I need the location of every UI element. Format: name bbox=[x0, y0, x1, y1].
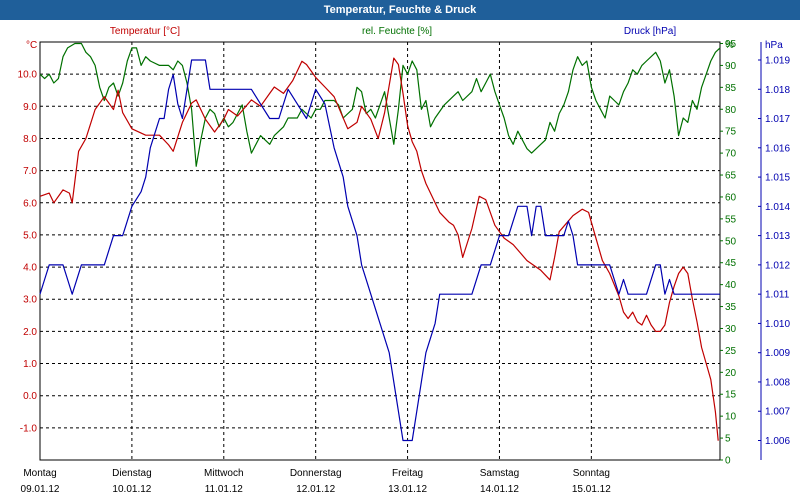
date-tick-label: 15.01.12 bbox=[572, 484, 611, 495]
pres-tick-label: 1.009 bbox=[765, 348, 790, 359]
hum-tick-label: 50 bbox=[725, 236, 737, 247]
temp-tick-label: 1.0 bbox=[23, 359, 37, 370]
day-tick-label: Dienstag bbox=[112, 468, 151, 479]
day-tick-label: Freitag bbox=[392, 468, 423, 479]
pres-tick-label: 1.007 bbox=[765, 407, 790, 418]
hum-tick-label: 75 bbox=[725, 127, 737, 138]
series-title-humidity: rel. Feuchte [%] bbox=[362, 26, 432, 37]
hum-tick-label: 95 bbox=[725, 39, 737, 50]
date-tick-label: 13.01.12 bbox=[388, 484, 427, 495]
chart-title-bar: Temperatur, Feuchte & Druck bbox=[0, 0, 800, 20]
pres-tick-label: 1.016 bbox=[765, 143, 790, 154]
chart-title: Temperatur, Feuchte & Druck bbox=[323, 4, 477, 16]
day-tick-label: Mittwoch bbox=[204, 468, 243, 479]
day-tick-label: Samstag bbox=[480, 468, 519, 479]
hum-tick-label: 55 bbox=[725, 214, 737, 225]
pres-tick-label: 1.008 bbox=[765, 377, 790, 388]
hum-tick-label: 10 bbox=[725, 412, 737, 423]
hum-tick-label: 0 bbox=[725, 456, 731, 467]
pres-tick-label: 1.010 bbox=[765, 319, 790, 330]
temp-tick-label: 9.0 bbox=[23, 102, 37, 113]
temp-tick-label: -1.0 bbox=[20, 423, 38, 434]
day-tick-label: Sonntag bbox=[573, 468, 610, 479]
pres-tick-label: 1.017 bbox=[765, 114, 790, 125]
day-tick-label: Donnerstag bbox=[290, 468, 342, 479]
hum-tick-label: 65 bbox=[725, 171, 737, 182]
date-tick-label: 09.01.12 bbox=[21, 484, 60, 495]
hum-tick-label: 45 bbox=[725, 258, 737, 269]
pres-unit-label: hPa bbox=[765, 40, 783, 51]
hum-unit-label: % bbox=[725, 40, 734, 51]
temp-tick-label: 7.0 bbox=[23, 166, 37, 177]
temp-tick-label: 6.0 bbox=[23, 198, 37, 209]
day-tick-label: Montag bbox=[23, 468, 56, 479]
hum-tick-label: 85 bbox=[725, 83, 737, 94]
temp-tick-label: 3.0 bbox=[23, 295, 37, 306]
pres-tick-label: 1.015 bbox=[765, 173, 790, 184]
hum-tick-label: 40 bbox=[725, 280, 737, 291]
hum-tick-label: 90 bbox=[725, 61, 737, 72]
hum-tick-label: 25 bbox=[725, 346, 737, 357]
hum-tick-label: 70 bbox=[725, 149, 737, 160]
series-line-temperature bbox=[39, 57, 719, 441]
pres-tick-label: 1.019 bbox=[765, 56, 790, 67]
pres-tick-label: 1.011 bbox=[765, 290, 790, 301]
temp-tick-label: 8.0 bbox=[23, 134, 37, 145]
temp-unit-label: °C bbox=[26, 40, 37, 51]
hum-tick-label: 60 bbox=[725, 192, 737, 203]
pres-tick-label: 1.014 bbox=[765, 202, 790, 213]
date-tick-label: 10.01.12 bbox=[112, 484, 151, 495]
pres-tick-label: 1.012 bbox=[765, 260, 790, 271]
pres-tick-label: 1.018 bbox=[765, 85, 790, 96]
hum-tick-label: 15 bbox=[725, 390, 737, 401]
date-tick-label: 12.01.12 bbox=[296, 484, 335, 495]
hum-tick-label: 20 bbox=[725, 368, 737, 379]
temp-tick-label: 4.0 bbox=[23, 263, 37, 274]
temp-tick-label: 0.0 bbox=[23, 391, 37, 402]
series-title-pressure: Druck [hPa] bbox=[624, 26, 676, 37]
axes: -1.0 0.0 1.0 2.0 3.0 4.0 5.0 6.0 7.0 8.0 9.0 10.0 Mo… bbox=[18, 39, 791, 495]
series-lines bbox=[39, 42, 721, 442]
pres-tick-label: 1.006 bbox=[765, 436, 790, 447]
pres-tick-label: 1.013 bbox=[765, 231, 790, 242]
hum-tick-label: 80 bbox=[725, 105, 737, 116]
series-title-temperature: Temperatur [°C] bbox=[110, 26, 180, 37]
temp-tick-label: 5.0 bbox=[23, 230, 37, 241]
weather-chart: -1.0 0.0 1.0 2.0 3.0 4.0 5.0 6.0 7.0 8.0 9.0 10.0 Mo… bbox=[18, 26, 791, 495]
temp-tick-label: 10.0 bbox=[18, 70, 38, 81]
hum-tick-label: 30 bbox=[725, 324, 737, 335]
axis-titles: °C% hPa Temperatur [°C] rel. Feuchte [%] Dru… bbox=[26, 26, 783, 51]
temp-tick-label: 2.0 bbox=[23, 327, 37, 338]
series-line-pressure bbox=[39, 59, 720, 442]
hum-tick-label: 5 bbox=[725, 434, 731, 445]
date-tick-label: 11.01.12 bbox=[205, 484, 244, 495]
series-line-humidity bbox=[39, 42, 721, 167]
hum-tick-label: 35 bbox=[725, 302, 737, 313]
date-tick-label: 14.01.12 bbox=[480, 484, 519, 495]
